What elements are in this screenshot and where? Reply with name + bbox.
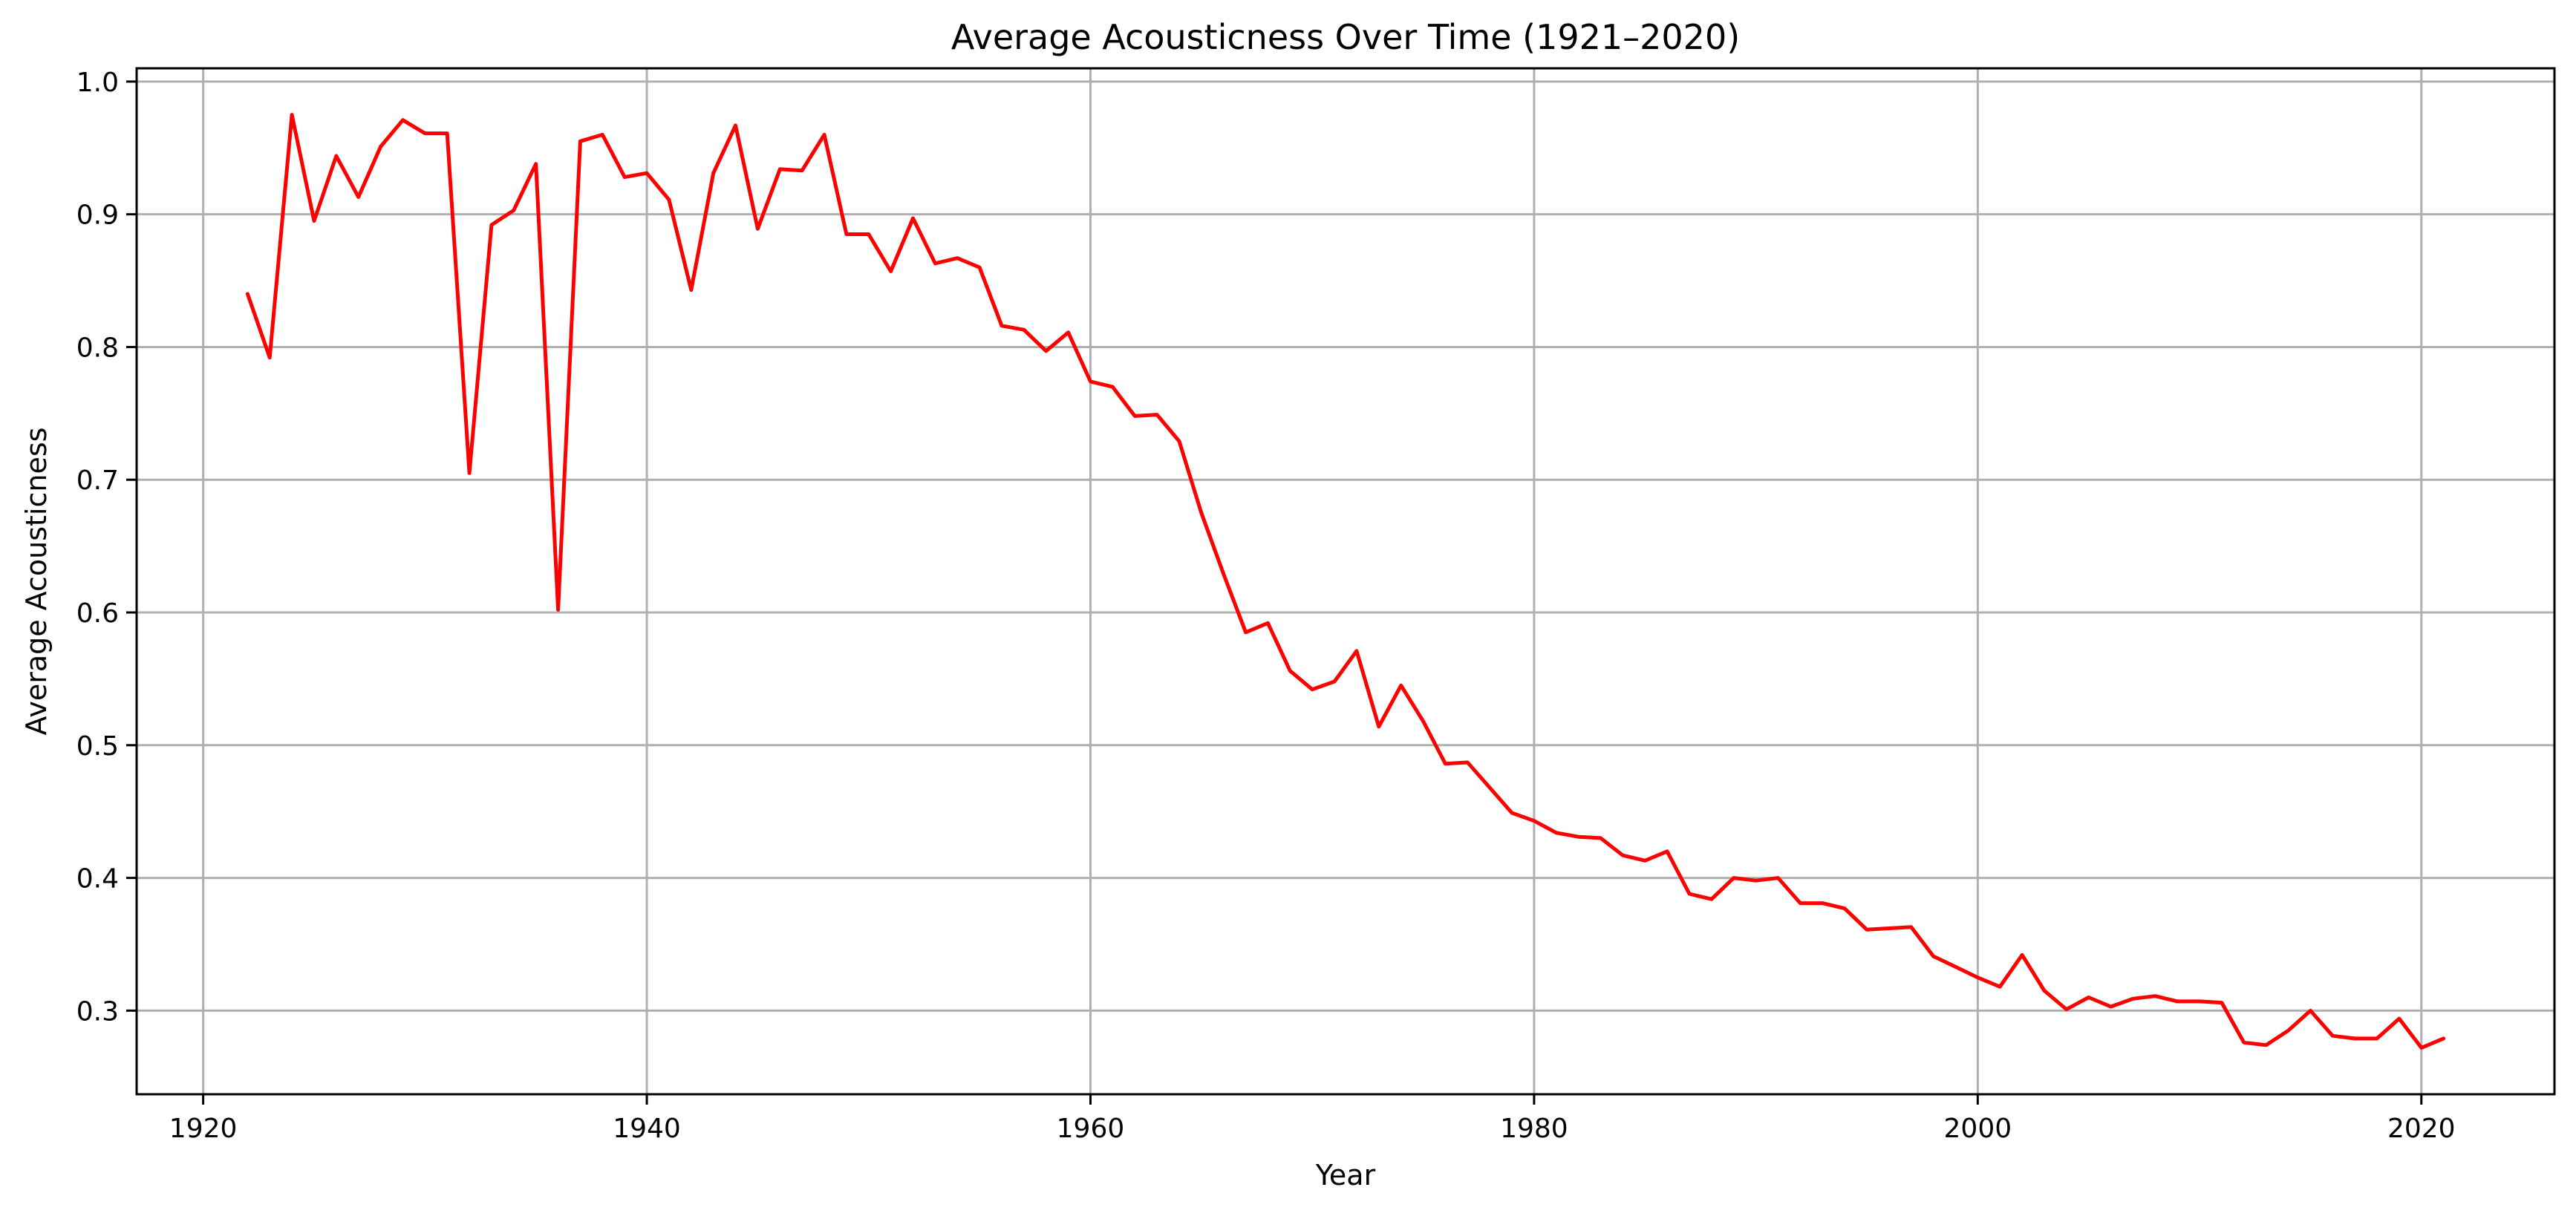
- y-tick-label: 0.5: [76, 731, 119, 762]
- x-axis-label: Year: [1315, 1159, 1376, 1192]
- x-tick-label: 1960: [1057, 1114, 1125, 1144]
- y-tick-label: 0.4: [76, 864, 119, 895]
- x-tick-label: 1920: [169, 1114, 238, 1144]
- y-axis-label: Average Acousticness: [20, 428, 53, 736]
- x-tick-label: 1980: [1500, 1114, 1568, 1144]
- y-tick-label: 0.9: [76, 200, 119, 231]
- series-layer: [245, 113, 2446, 1050]
- y-tick-label: 1.0: [76, 68, 119, 98]
- y-tick-label: 0.7: [76, 465, 119, 496]
- series-line-0: [245, 113, 2446, 1050]
- y-tick-label: 0.6: [76, 598, 119, 629]
- tick-layer: 1920 1940 1960 1980 2000 2020 0.3 0.4 0.5 0.6 0.7 0…: [76, 68, 2456, 1144]
- x-tick-label: 1940: [613, 1114, 681, 1144]
- x-tick-label: 2000: [1944, 1114, 2012, 1144]
- chart-title: Average Acousticness Over Time (1921–202…: [951, 17, 1740, 57]
- y-tick-label: 0.3: [76, 996, 119, 1027]
- x-tick-label: 2020: [2387, 1114, 2456, 1144]
- y-tick-label: 0.8: [76, 333, 119, 363]
- plot-frame: [135, 67, 2556, 1096]
- grid-lines: [137, 68, 2554, 1094]
